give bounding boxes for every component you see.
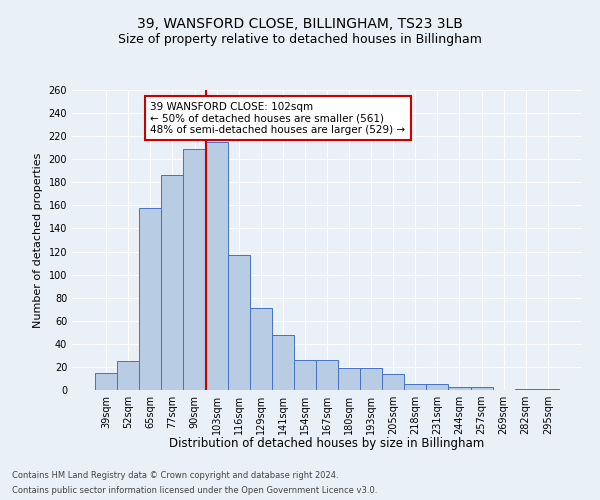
Text: Contains public sector information licensed under the Open Government Licence v3: Contains public sector information licen… bbox=[12, 486, 377, 495]
Text: 39 WANSFORD CLOSE: 102sqm
← 50% of detached houses are smaller (561)
48% of semi: 39 WANSFORD CLOSE: 102sqm ← 50% of detac… bbox=[151, 102, 406, 134]
Text: 39, WANSFORD CLOSE, BILLINGHAM, TS23 3LB: 39, WANSFORD CLOSE, BILLINGHAM, TS23 3LB bbox=[137, 18, 463, 32]
Bar bbox=[95, 372, 117, 390]
Bar bbox=[250, 308, 272, 390]
Bar bbox=[139, 208, 161, 390]
Bar bbox=[227, 255, 250, 390]
Y-axis label: Number of detached properties: Number of detached properties bbox=[33, 152, 43, 328]
Bar bbox=[404, 384, 427, 390]
Bar bbox=[382, 374, 404, 390]
Bar bbox=[316, 360, 338, 390]
Text: Size of property relative to detached houses in Billingham: Size of property relative to detached ho… bbox=[118, 32, 482, 46]
Bar bbox=[184, 149, 206, 390]
Bar bbox=[470, 386, 493, 390]
Bar bbox=[294, 360, 316, 390]
Text: Contains HM Land Registry data © Crown copyright and database right 2024.: Contains HM Land Registry data © Crown c… bbox=[12, 471, 338, 480]
Bar bbox=[338, 368, 360, 390]
X-axis label: Distribution of detached houses by size in Billingham: Distribution of detached houses by size … bbox=[169, 437, 485, 450]
Bar bbox=[161, 176, 184, 390]
Bar bbox=[206, 142, 227, 390]
Bar bbox=[360, 368, 382, 390]
Bar bbox=[515, 389, 537, 390]
Bar bbox=[537, 389, 559, 390]
Bar bbox=[272, 334, 294, 390]
Bar bbox=[448, 386, 470, 390]
Bar bbox=[117, 361, 139, 390]
Bar bbox=[427, 384, 448, 390]
